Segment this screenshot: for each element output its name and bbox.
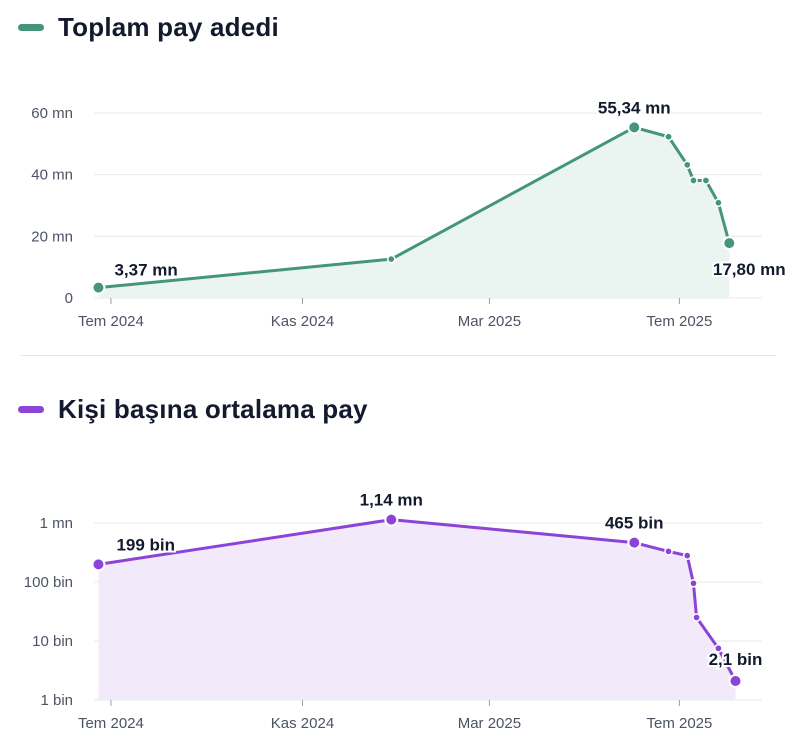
x-tick-label: Mar 2025 <box>458 313 521 330</box>
y-tick-label: 0 <box>65 290 73 307</box>
x-tick-label: Tem 2024 <box>78 715 144 732</box>
legend-swatch-purple <box>18 406 44 413</box>
section-divider <box>20 355 776 356</box>
series-area <box>98 127 730 298</box>
data-point <box>692 613 701 622</box>
data-label: 1,14 mn <box>360 491 423 510</box>
data-point <box>664 547 673 556</box>
x-tick-label: Tem 2024 <box>78 313 144 330</box>
data-label: 3,37 mn <box>114 261 177 280</box>
data-label: 465 bin <box>605 514 664 533</box>
x-tick-label: Kas 2024 <box>271 313 334 330</box>
data-point <box>714 644 723 653</box>
x-tick-label: Kas 2024 <box>271 715 334 732</box>
chart-toplam-pay-adedi: 0 20 mn 40 mn 60 mn Tem 2024 Kas 2024 Mar 2025… <box>31 96 787 330</box>
y-tick-label: 1 bin <box>40 692 73 709</box>
data-point <box>386 254 396 264</box>
y-tick-label: 100 bin <box>24 574 73 591</box>
data-point <box>689 176 698 185</box>
data-point-major <box>91 557 106 572</box>
chart-title-toplam-pay: Toplam pay adedi <box>18 12 279 43</box>
data-point <box>664 132 673 142</box>
data-point <box>689 578 698 588</box>
chart-title-kisi-basina: Kişi başına ortalama pay <box>18 394 368 425</box>
chart-title-text: Kişi başına ortalama pay <box>58 394 368 424</box>
y-tick-label: 10 bin <box>32 633 73 650</box>
y-tick-label: 1 mn <box>40 515 73 532</box>
x-tick-label: Tem 2025 <box>646 313 712 330</box>
data-point <box>682 551 692 560</box>
legend-swatch-green <box>18 24 44 31</box>
data-label: 17,80 mn <box>713 260 786 279</box>
data-point-major <box>627 535 642 550</box>
data-point-major <box>627 120 642 135</box>
y-tick-label: 40 mn <box>31 167 73 184</box>
y-tick-label: 60 mn <box>31 105 73 122</box>
series-area <box>98 519 736 700</box>
data-label: 199 bin <box>116 535 175 554</box>
data-label: 2,1 bin <box>709 650 763 669</box>
chart-title-text: Toplam pay adedi <box>58 12 279 42</box>
data-point-major <box>91 280 106 295</box>
x-tick-label: Mar 2025 <box>458 715 521 732</box>
data-label: 55,34 mn <box>598 98 671 117</box>
x-tick-label: Tem 2025 <box>646 715 712 732</box>
y-tick-label: 20 mn <box>31 228 73 245</box>
data-point-major <box>728 673 743 688</box>
data-point <box>701 176 711 185</box>
data-point <box>682 160 692 170</box>
data-point-major <box>722 236 737 251</box>
data-point <box>714 198 723 208</box>
data-point-major <box>384 512 399 527</box>
